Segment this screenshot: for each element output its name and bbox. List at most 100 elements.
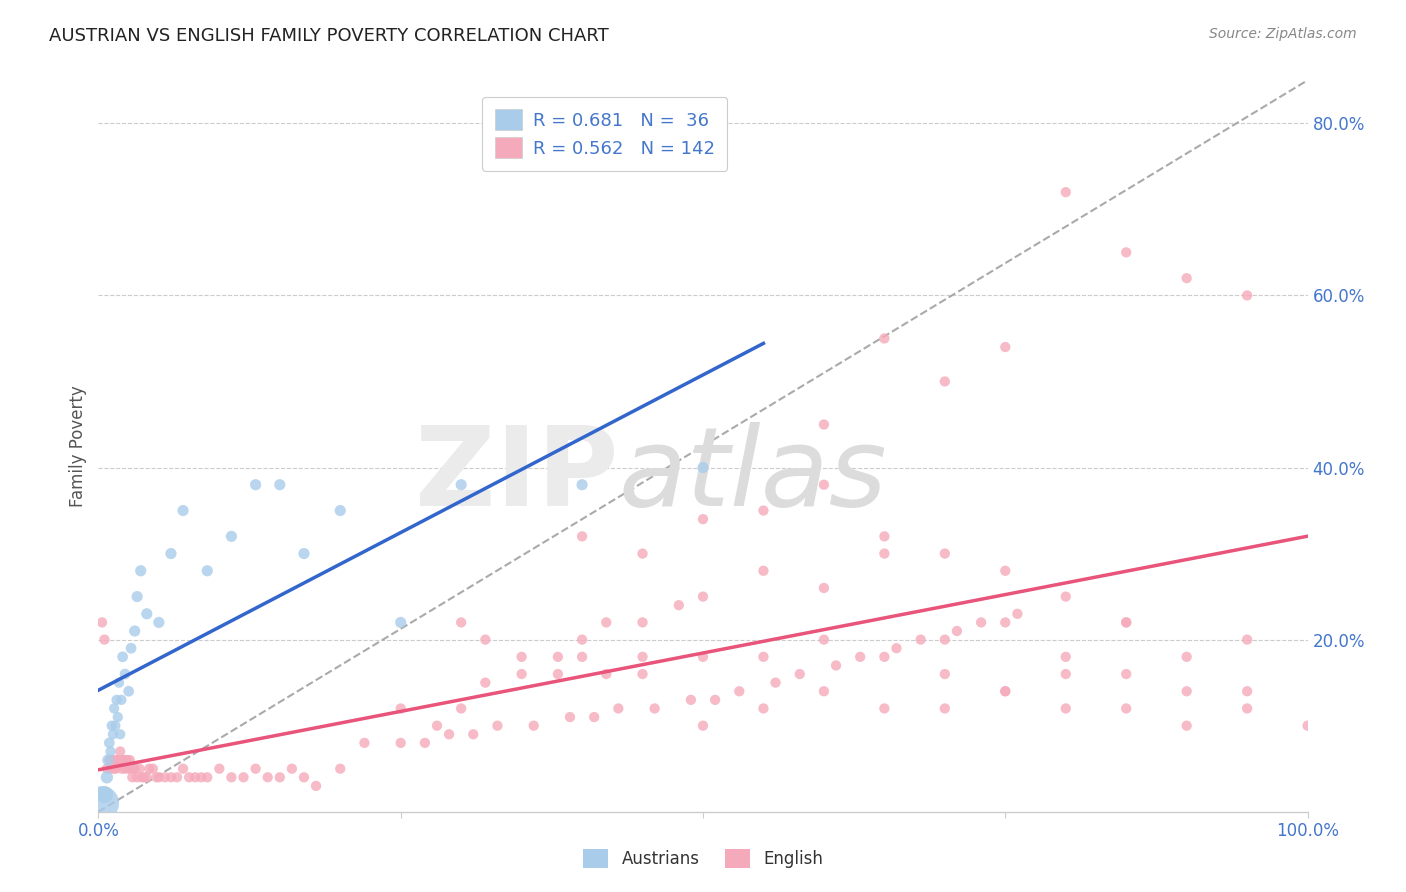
Point — [160, 770, 183, 784]
Point — [103, 762, 125, 776]
Point — [1236, 701, 1258, 715]
Point — [124, 762, 146, 776]
Point — [108, 675, 131, 690]
Point — [994, 684, 1017, 698]
Point — [486, 719, 509, 733]
Point — [138, 762, 160, 776]
Point — [118, 762, 141, 776]
Point — [179, 770, 201, 784]
Point — [595, 615, 617, 630]
Point — [1054, 185, 1077, 199]
Point — [329, 762, 352, 776]
Point — [873, 649, 896, 664]
Point — [547, 649, 569, 664]
Point — [873, 547, 896, 561]
Point — [93, 788, 115, 802]
Point — [450, 477, 472, 491]
Point — [148, 770, 170, 784]
Point — [413, 736, 436, 750]
Point — [166, 770, 188, 784]
Point — [571, 649, 593, 664]
Point — [1007, 607, 1029, 621]
Point — [450, 701, 472, 715]
Point — [114, 667, 136, 681]
Point — [135, 770, 157, 784]
Point — [269, 770, 291, 784]
Point — [752, 503, 775, 517]
Point — [571, 529, 593, 543]
Point — [704, 693, 727, 707]
Point — [148, 615, 170, 630]
Point — [111, 753, 134, 767]
Point — [970, 615, 993, 630]
Point — [101, 727, 124, 741]
Point — [946, 624, 969, 638]
Point — [825, 658, 848, 673]
Point — [1236, 684, 1258, 698]
Point — [104, 719, 127, 733]
Point — [153, 770, 176, 784]
Text: ZIP: ZIP — [415, 422, 619, 529]
Point — [934, 632, 956, 647]
Point — [510, 649, 533, 664]
Point — [813, 477, 835, 491]
Point — [934, 701, 956, 715]
Point — [97, 753, 120, 767]
Point — [107, 753, 129, 767]
Point — [886, 641, 908, 656]
Point — [1115, 245, 1137, 260]
Point — [101, 753, 124, 767]
Point — [118, 684, 141, 698]
Point — [98, 736, 121, 750]
Legend: Austrians, English: Austrians, English — [576, 842, 830, 875]
Point — [160, 547, 183, 561]
Point — [523, 719, 546, 733]
Point — [142, 762, 165, 776]
Point — [910, 632, 932, 647]
Point — [281, 762, 304, 776]
Point — [190, 770, 212, 784]
Text: Source: ZipAtlas.com: Source: ZipAtlas.com — [1209, 27, 1357, 41]
Point — [221, 529, 243, 543]
Point — [631, 649, 654, 664]
Point — [450, 615, 472, 630]
Point — [474, 675, 496, 690]
Point — [195, 564, 218, 578]
Point — [994, 615, 1017, 630]
Point — [1175, 271, 1198, 285]
Point — [135, 607, 157, 621]
Text: AUSTRIAN VS ENGLISH FAMILY POVERTY CORRELATION CHART: AUSTRIAN VS ENGLISH FAMILY POVERTY CORRE… — [49, 27, 609, 45]
Point — [91, 615, 114, 630]
Point — [103, 701, 125, 715]
Point — [873, 331, 896, 345]
Point — [121, 770, 143, 784]
Point — [120, 762, 142, 776]
Point — [93, 632, 115, 647]
Point — [292, 547, 315, 561]
Point — [934, 547, 956, 561]
Point — [595, 667, 617, 681]
Point — [91, 796, 114, 810]
Point — [172, 762, 194, 776]
Point — [1175, 649, 1198, 664]
Point — [426, 719, 449, 733]
Point — [583, 710, 606, 724]
Point — [934, 667, 956, 681]
Point — [692, 649, 714, 664]
Point — [692, 460, 714, 475]
Point — [994, 564, 1017, 578]
Point — [631, 547, 654, 561]
Point — [269, 477, 291, 491]
Point — [110, 762, 132, 776]
Point — [1236, 632, 1258, 647]
Point — [849, 649, 872, 664]
Point — [631, 615, 654, 630]
Point — [873, 701, 896, 715]
Point — [558, 710, 581, 724]
Point — [112, 753, 135, 767]
Point — [111, 649, 134, 664]
Point — [994, 684, 1017, 698]
Point — [107, 710, 129, 724]
Point — [221, 770, 243, 784]
Point — [232, 770, 254, 784]
